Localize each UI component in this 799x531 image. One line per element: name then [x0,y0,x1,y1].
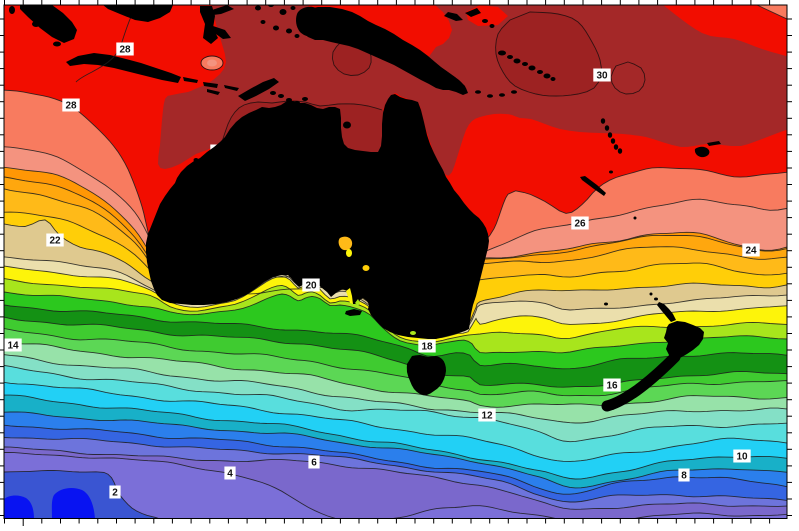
svg-text:20: 20 [305,281,317,292]
svg-text:30: 30 [596,71,608,82]
svg-text:22: 22 [49,236,61,247]
svg-text:28: 28 [119,45,131,56]
svg-text:26: 26 [574,219,586,230]
svg-text:6: 6 [311,458,317,469]
svg-text:28: 28 [65,101,77,112]
svg-text:2: 2 [112,488,118,499]
svg-text:8: 8 [681,471,687,482]
svg-text:18: 18 [421,342,433,353]
svg-text:12: 12 [481,411,493,422]
svg-text:24: 24 [745,246,757,257]
svg-text:14: 14 [7,341,19,352]
svg-text:16: 16 [606,381,618,392]
svg-text:4: 4 [227,469,233,480]
svg-text:10: 10 [736,452,748,463]
